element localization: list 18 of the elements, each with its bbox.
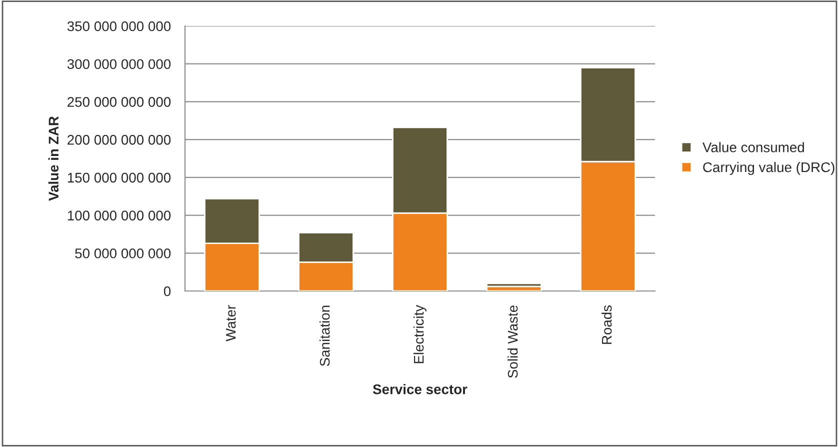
x-tick-label: Roads <box>602 305 612 344</box>
bar <box>486 282 542 288</box>
y-tick-label: 100 000 000 000 <box>68 210 171 220</box>
y-tick-label: 350 000 000 000 <box>67 21 171 32</box>
legend-label: Value consumed <box>702 142 804 152</box>
y-tick-label: 250 000 000 000 <box>68 97 171 107</box>
x-tick-label: Water <box>226 305 236 342</box>
x-axis-title: Service sector <box>372 384 468 394</box>
x-tick-label: Solid Waste <box>508 306 518 378</box>
x-tick-label: Sanitation <box>320 306 330 366</box>
y-axis-title: Value in ZAR <box>48 116 59 201</box>
y-tick-label: 50 000 000 000 <box>75 248 171 258</box>
y-tick-label: 150 000 000 000 <box>68 172 171 183</box>
y-tick-label: 300 000 000 000 <box>67 59 171 70</box>
legend-label: Carrying value (DRC) <box>703 162 834 175</box>
y-tick-label: 0 <box>164 286 171 296</box>
y-tick-label: 200 000 000 000 <box>68 134 171 145</box>
x-tick-label: Electricity <box>414 304 426 364</box>
